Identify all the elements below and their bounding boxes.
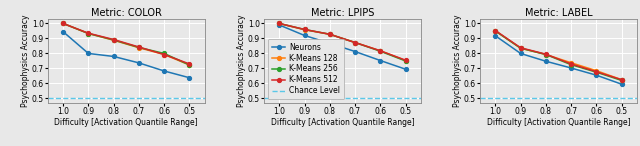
K-Means 256 [326,33,333,35]
X-axis label: Difficulty [Activation Quantile Range]: Difficulty [Activation Quantile Range] [486,118,630,127]
Neurons [326,42,333,44]
K-Means 256 [110,39,118,41]
K-Means 512 [326,33,333,35]
Line: K-Means 256: K-Means 256 [61,21,191,67]
Line: K-Means 256: K-Means 256 [493,29,623,82]
K-Means 256 [161,53,168,54]
K-Means 512 [60,23,67,24]
K-Means 512 [161,54,168,55]
K-Means 256 [492,30,499,32]
Neurons [301,35,308,36]
Neurons [84,53,92,54]
Neurons [402,68,410,70]
Line: Neurons: Neurons [277,23,408,71]
Line: K-Means 512: K-Means 512 [493,29,623,82]
K-Means 128 [402,60,410,61]
K-Means 128 [326,33,333,35]
Y-axis label: Psychophysics Accuracy: Psychophysics Accuracy [20,15,29,107]
K-Means 512 [542,53,550,55]
K-Means 256 [618,80,625,81]
X-axis label: Difficulty [Activation Quantile Range]: Difficulty [Activation Quantile Range] [271,118,414,127]
Neurons [542,60,550,62]
K-Means 128 [161,54,168,55]
K-Means 128 [593,70,600,72]
K-Means 256 [516,47,524,49]
K-Means 512 [84,32,92,34]
K-Means 128 [567,62,575,64]
K-Means 512 [402,59,410,61]
Y-axis label: Psychophysics Accuracy: Psychophysics Accuracy [237,15,246,107]
Neurons [110,56,118,57]
K-Means 128 [135,47,143,49]
K-Means 512 [516,47,524,49]
K-Means 256 [84,33,92,34]
K-Means 128 [376,50,384,52]
Line: K-Means 128: K-Means 128 [61,21,191,67]
Title: Metric: LABEL: Metric: LABEL [525,8,592,18]
Neurons [60,31,67,33]
K-Means 128 [492,30,499,32]
K-Means 512 [567,63,575,65]
Neurons [567,67,575,69]
K-Means 256 [301,29,308,30]
Title: Metric: LPIPS: Metric: LPIPS [310,8,374,18]
K-Means 128 [60,23,67,24]
K-Means 512 [110,39,118,40]
K-Means 512 [618,79,625,81]
K-Means 256 [542,54,550,55]
K-Means 128 [618,79,625,81]
K-Means 256 [186,64,193,66]
K-Means 512 [275,23,283,24]
K-Means 256 [275,23,283,24]
K-Means 512 [492,30,499,31]
Line: K-Means 512: K-Means 512 [277,21,408,62]
Line: Neurons: Neurons [493,34,623,86]
Title: Metric: COLOR: Metric: COLOR [91,8,162,18]
K-Means 512 [376,50,384,52]
Y-axis label: Psychophysics Accuracy: Psychophysics Accuracy [453,15,462,107]
K-Means 256 [351,42,359,43]
Neurons [161,70,168,72]
K-Means 256 [135,47,143,48]
Neurons [492,35,499,37]
K-Means 128 [516,47,524,49]
Neurons [275,24,283,26]
Neurons [186,77,193,79]
Neurons [135,62,143,64]
Line: K-Means 128: K-Means 128 [493,29,623,82]
Line: K-Means 128: K-Means 128 [277,21,408,62]
K-Means 512 [351,42,359,43]
K-Means 512 [135,46,143,48]
K-Means 256 [376,50,384,52]
Neurons [593,74,600,76]
K-Means 128 [301,29,308,31]
K-Means 128 [542,54,550,55]
Legend: Neurons, K-Means 128, K-Means 256, K-Means 512, Chance Level: Neurons, K-Means 128, K-Means 256, K-Mea… [268,39,344,99]
K-Means 512 [186,63,193,65]
K-Means 256 [60,23,67,24]
K-Means 128 [110,39,118,41]
K-Means 128 [351,42,359,43]
K-Means 128 [84,33,92,34]
Line: Neurons: Neurons [61,30,191,80]
Neurons [351,51,359,52]
Neurons [618,83,625,85]
Line: K-Means 256: K-Means 256 [277,21,408,63]
Line: K-Means 512: K-Means 512 [61,21,191,66]
X-axis label: Difficulty [Activation Quantile Range]: Difficulty [Activation Quantile Range] [54,118,198,127]
K-Means 512 [301,29,308,30]
Neurons [516,53,524,54]
K-Means 512 [593,71,600,73]
K-Means 256 [567,64,575,66]
K-Means 128 [186,64,193,66]
Neurons [376,60,384,61]
K-Means 256 [593,71,600,73]
K-Means 128 [275,23,283,24]
K-Means 256 [402,60,410,62]
